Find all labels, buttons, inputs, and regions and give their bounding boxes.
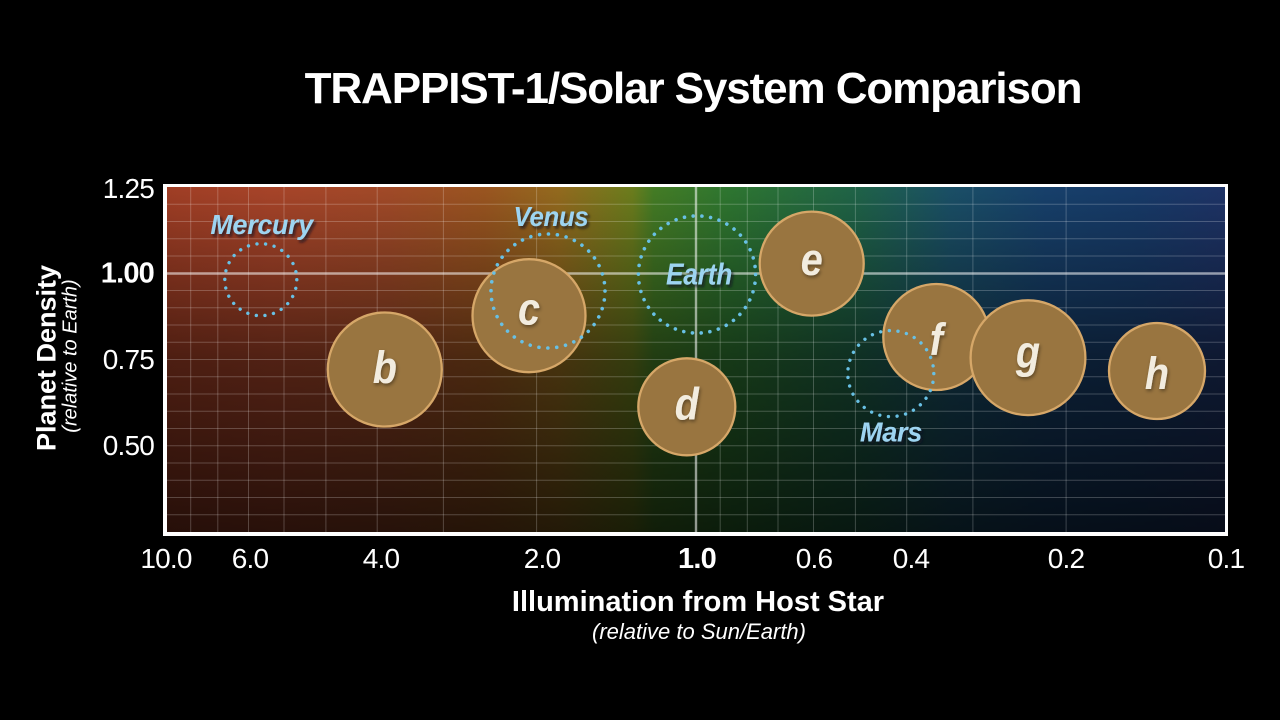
svg-text:b: b xyxy=(373,343,397,393)
svg-text:c: c xyxy=(518,284,540,334)
svg-text:Mars: Mars xyxy=(860,416,922,447)
svg-text:Venus: Venus xyxy=(514,201,589,232)
svg-text:f: f xyxy=(930,315,947,365)
svg-text:h: h xyxy=(1145,348,1169,398)
svg-text:e: e xyxy=(801,235,823,285)
svg-text:Earth: Earth xyxy=(666,258,732,292)
svg-text:g: g xyxy=(1015,327,1040,377)
svg-text:Mercury: Mercury xyxy=(210,208,315,240)
svg-text:d: d xyxy=(675,379,700,429)
